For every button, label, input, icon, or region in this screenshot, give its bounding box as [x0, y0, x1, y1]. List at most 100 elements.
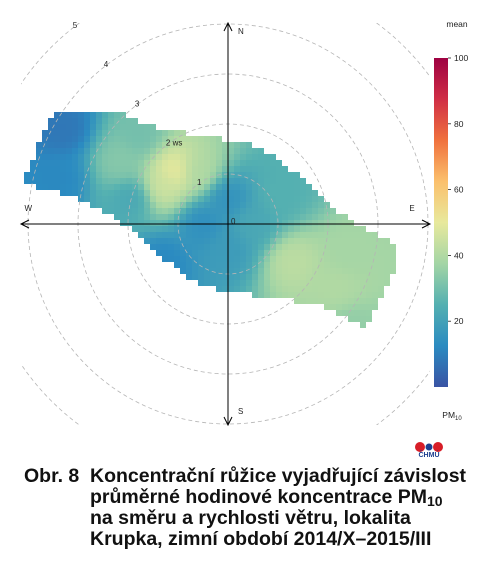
heatmap-cell [150, 130, 156, 136]
heatmap-cell [138, 214, 144, 220]
heatmap-cell [270, 184, 276, 190]
heatmap-cell [78, 136, 84, 142]
heatmap-cell [300, 262, 306, 268]
heatmap-cell [252, 172, 258, 178]
heatmap-cell [234, 190, 240, 196]
heatmap-cell [252, 154, 258, 160]
heatmap-cell [312, 232, 318, 238]
heatmap-cell [324, 226, 330, 232]
heatmap-cell [372, 268, 378, 274]
heatmap-cell [150, 136, 156, 142]
heatmap-cell [174, 160, 180, 166]
heatmap-cell [342, 262, 348, 268]
heatmap-cell [156, 154, 162, 160]
heatmap-cell [342, 232, 348, 238]
heatmap-cell [162, 136, 168, 142]
heatmap-cell [96, 166, 102, 172]
heatmap-cell [312, 220, 318, 226]
heatmap-cell [120, 202, 126, 208]
heatmap-cell [54, 166, 60, 172]
heatmap-cell [90, 190, 96, 196]
heatmap-cell [312, 262, 318, 268]
heatmap-cell [252, 220, 258, 226]
heatmap-cell [102, 196, 108, 202]
heatmap-cell [54, 184, 60, 190]
heatmap-cell [330, 226, 336, 232]
heatmap-cell [78, 184, 84, 190]
heatmap-cell [108, 190, 114, 196]
heatmap-cell [138, 232, 144, 238]
heatmap-cell [336, 250, 342, 256]
heatmap-cell [96, 112, 102, 118]
heatmap-cell [204, 136, 210, 142]
heatmap-cell [378, 292, 384, 298]
heatmap-cell [216, 244, 222, 250]
heatmap-cell [216, 268, 222, 274]
heatmap-cell [144, 232, 150, 238]
heatmap-cell [198, 238, 204, 244]
heatmap-cell [300, 226, 306, 232]
heatmap-cell [102, 190, 108, 196]
heatmap-cell [48, 148, 54, 154]
heatmap-cell [312, 226, 318, 232]
heatmap-cell [126, 166, 132, 172]
heatmap-cell [264, 292, 270, 298]
heatmap-cell [150, 178, 156, 184]
heatmap-cell [234, 142, 240, 148]
heatmap-cell [234, 178, 240, 184]
heatmap-cell [36, 172, 42, 178]
heatmap-cell [258, 208, 264, 214]
heatmap-cell [318, 220, 324, 226]
heatmap-cell [108, 196, 114, 202]
heatmap-cell [216, 136, 222, 142]
heatmap-cell [372, 238, 378, 244]
heatmap-cell [336, 298, 342, 304]
heatmap-cell [174, 190, 180, 196]
heatmap-cell [390, 244, 396, 250]
heatmap-cell [216, 154, 222, 160]
heatmap-cell [96, 202, 102, 208]
heatmap-cell [36, 148, 42, 154]
heatmap-cell [126, 208, 132, 214]
heatmap-cell [264, 232, 270, 238]
chmu-logo-text: ČHMÚ [418, 452, 440, 459]
heatmap-cell [300, 238, 306, 244]
heatmap-cell [240, 262, 246, 268]
heatmap-cell [210, 250, 216, 256]
heatmap-cell [216, 286, 222, 292]
heatmap-cell [210, 148, 216, 154]
heatmap-cell [132, 178, 138, 184]
heatmap-cell [324, 208, 330, 214]
heatmap-cell [228, 250, 234, 256]
heatmap-cell [108, 112, 114, 118]
heatmap-cell [108, 166, 114, 172]
heatmap-cell [366, 238, 372, 244]
heatmap-cell [66, 112, 72, 118]
heatmap-cell [120, 154, 126, 160]
heatmap-cell [384, 250, 390, 256]
heatmap-cell [54, 154, 60, 160]
heatmap-cell [132, 142, 138, 148]
heatmap-cell [300, 244, 306, 250]
heatmap-cell [216, 250, 222, 256]
heatmap-cell [330, 304, 336, 310]
heatmap-cell [366, 280, 372, 286]
heatmap-cell [204, 226, 210, 232]
heatmap-cell [174, 202, 180, 208]
heatmap-cell [306, 238, 312, 244]
heatmap-cell [318, 226, 324, 232]
heatmap-cell [114, 112, 120, 118]
heatmap-cell [204, 184, 210, 190]
heatmap-cell [342, 244, 348, 250]
heatmap-cell [228, 166, 234, 172]
heatmap-cell [168, 166, 174, 172]
heatmap-cell [84, 154, 90, 160]
heatmap-cell [246, 244, 252, 250]
heatmap-cell [60, 112, 66, 118]
heatmap-cell [318, 298, 324, 304]
heatmap-cell [228, 178, 234, 184]
heatmap-cell [120, 118, 126, 124]
heatmap-cell [252, 232, 258, 238]
south-arrowhead [223, 416, 233, 427]
heatmap-cell [270, 190, 276, 196]
